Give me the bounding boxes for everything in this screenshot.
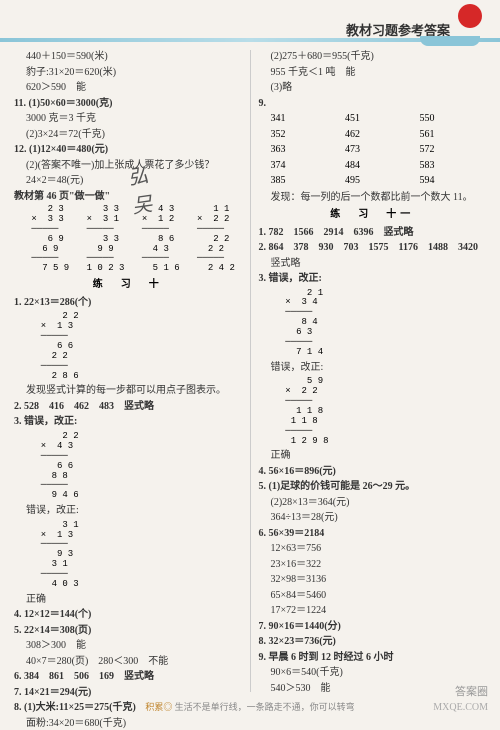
text-line: 豹子:31×20＝620(米) — [14, 66, 242, 80]
text-line: 发现竖式计算的每一步都可以用点子图表示。 — [14, 384, 242, 398]
calc-block: 2 2 × 1 3 ───── 6 6 2 2 ───── 2 8 6 — [30, 312, 242, 381]
page-footer: 积累◎ 生活不是单行线，一条路走不通，你可以转弯 — [0, 700, 500, 713]
text-line: 32×98＝3136 — [259, 573, 487, 587]
watermark-bottom: MXQE.COM — [433, 702, 488, 713]
text-line: 364÷13＝28(元) — [259, 511, 487, 525]
practice-11-title: 练 习 十一 — [259, 208, 487, 222]
p11-q4: 4. 56×16＝896(元) — [259, 465, 487, 479]
text-line: 正确 — [14, 593, 242, 607]
section-heading: 教材第 46 页"做一做" — [14, 190, 242, 204]
grid-cell: 550 — [420, 112, 487, 126]
p11-q5: 5. (1)足球的价钱可能是 26～29 元。 — [259, 480, 487, 494]
text-line: 90×6＝540(千克) — [259, 666, 487, 680]
text-line: 17×72＝1224 — [259, 604, 487, 618]
footer-accent: 积累◎ — [145, 702, 172, 712]
text-line: 440＋150＝590(米) — [14, 50, 242, 64]
content-area: 440＋150＝590(米) 豹子:31×20＝620(米) 620＞590 能… — [0, 42, 500, 692]
text-line: 308＞300 能 — [14, 639, 242, 653]
text-line: 12×63＝756 — [259, 542, 487, 556]
grid-cell: 352 — [271, 128, 338, 142]
q9-note: 发现：每一列的后一个数都比前一个数大 11。 — [259, 191, 487, 205]
text-line: 955 千克＜1 吨 能 — [259, 66, 487, 80]
text-line: 错误，改正: — [259, 361, 487, 375]
number-grid: 341 451 550 352 462 561 363 473 572 374 … — [259, 112, 487, 188]
p11-q7: 7. 90×16＝1440(分) — [259, 620, 487, 634]
text-line: 620＞590 能 — [14, 81, 242, 95]
calc-block: 3 1 × 1 3 ───── 9 3 3 1 ───── 4 0 3 — [30, 521, 242, 590]
text-line: 错误，改正: — [14, 504, 242, 518]
footer-text: 生活不是单行线，一条路走不通，你可以转弯 — [175, 702, 355, 712]
text-line: 540＞530 能 — [259, 682, 487, 696]
calc-block: 2 1 × 3 4 ───── 8 4 6 3 ───── 7 1 4 — [275, 289, 487, 358]
text-line: (2)275＋680＝955(千克) — [259, 50, 487, 64]
question-11: 11. (1)50×60＝3000(克) — [14, 97, 242, 111]
text-line: 40×7＝280(页) 280＜300 不能 — [14, 655, 242, 669]
grid-cell: 594 — [420, 174, 487, 188]
grid-cell: 341 — [271, 112, 338, 126]
calc-block: 5 9 × 2 2 ───── 1 1 8 1 1 8 ───── 1 2 9 … — [275, 377, 487, 446]
text-line: (3)略 — [259, 81, 487, 95]
right-column: (2)275＋680＝955(千克) 955 千克＜1 吨 能 (3)略 9. … — [251, 50, 487, 692]
p10-q4: 4. 12×12＝144(个) — [14, 608, 242, 622]
calc-row: 2 3 × 3 3 ───── 6 9 6 9 ───── 7 5 9 3 3 … — [14, 205, 242, 274]
p10-q2: 2. 528 416 462 483 竖式略 — [14, 400, 242, 414]
grid-cell: 495 — [345, 174, 412, 188]
page-header: 教材习题参考答案 — [0, 0, 500, 42]
grid-cell: 583 — [420, 159, 487, 173]
grid-cell: 572 — [420, 143, 487, 157]
grid-cell: 363 — [271, 143, 338, 157]
p10-q7: 7. 14×21＝294(元) — [14, 686, 242, 700]
grid-cell: 374 — [271, 159, 338, 173]
p10-q5: 5. 22×14＝308(页) — [14, 624, 242, 638]
header-tab — [420, 36, 480, 46]
q9-label: 9. — [259, 97, 487, 111]
p11-q1: 1. 782 1566 2914 6396 竖式略 — [259, 226, 487, 240]
text-line: (2)28×13＝364(元) — [259, 496, 487, 510]
calc-block: 2 3 × 3 3 ───── 6 9 6 9 ───── 7 5 9 — [26, 205, 69, 274]
p11-q6: 6. 56×39＝2184 — [259, 527, 487, 541]
practice-10-title: 练 习 十 — [14, 278, 242, 292]
p11-q8: 8. 32×23＝736(元) — [259, 635, 487, 649]
question-12: 12. (1)12×40＝480(元) — [14, 143, 242, 157]
p10-q1: 1. 22×13＝286(个) — [14, 296, 242, 310]
calc-block: 2 2 × 4 3 ───── 6 6 8 8 ───── 9 4 6 — [30, 432, 242, 501]
text-line: 65×84＝5460 — [259, 589, 487, 603]
grid-cell: 484 — [345, 159, 412, 173]
p11-q3: 3. 错误，改正: — [259, 272, 487, 286]
text-line: 正确 — [259, 449, 487, 463]
owl-badge — [458, 4, 482, 28]
p10-q3: 3. 错误，改正: — [14, 415, 242, 429]
calc-block: 1 1 × 2 2 ───── 2 2 2 2 ───── 2 4 2 — [192, 205, 235, 274]
grid-cell: 385 — [271, 174, 338, 188]
watermark-top: 答案圈 — [455, 683, 488, 699]
grid-cell: 451 — [345, 112, 412, 126]
grid-cell: 462 — [345, 128, 412, 142]
text-line: 竖式略 — [259, 257, 487, 271]
p11-q2: 2. 864 378 930 703 1575 1176 1488 3420 — [259, 241, 487, 255]
p10-q6: 6. 384 861 506 169 竖式略 — [14, 670, 242, 684]
text-line: (2)3×24＝72(千克) — [14, 128, 242, 142]
p11-q9: 9. 早晨 6 时到 12 时经过 6 小时 — [259, 651, 487, 665]
text-line: 23×16＝322 — [259, 558, 487, 572]
left-column: 440＋150＝590(米) 豹子:31×20＝620(米) 620＞590 能… — [14, 50, 251, 692]
grid-cell: 561 — [420, 128, 487, 142]
calc-block: 3 3 × 3 1 ───── 3 3 9 9 ───── 1 0 2 3 — [81, 205, 124, 274]
text-line: 3000 克＝3 千克 — [14, 112, 242, 126]
grid-cell: 473 — [345, 143, 412, 157]
